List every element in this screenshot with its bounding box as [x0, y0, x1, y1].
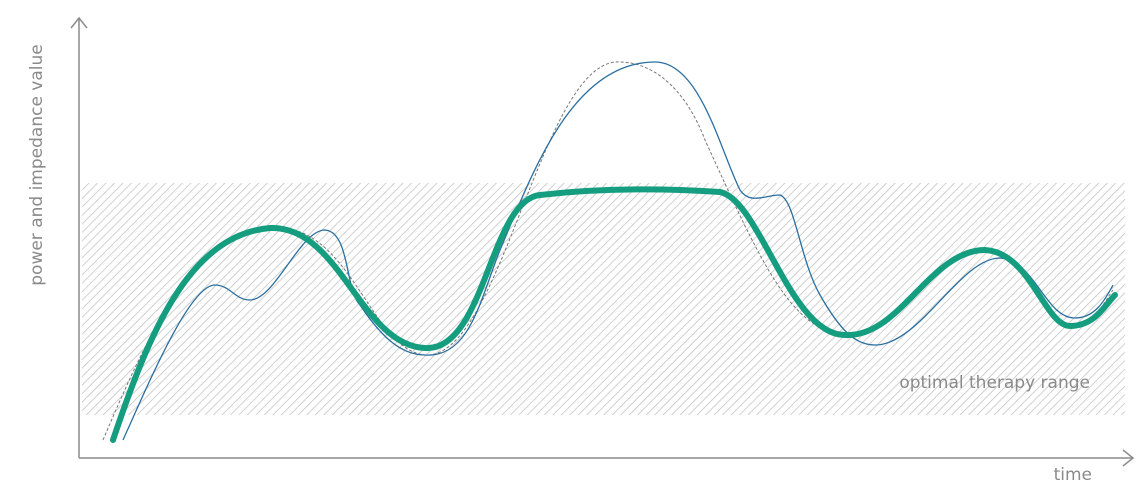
- y-axis-arrow: [70, 16, 88, 29]
- range-label: optimal therapy range: [899, 373, 1090, 393]
- y-axis-label: power and impedance value: [27, 44, 47, 286]
- measured-curve: [122, 61, 1114, 441]
- controlled-curve: [110, 186, 1118, 443]
- x-axis-label: time: [1054, 465, 1092, 485]
- axes: [70, 16, 1135, 467]
- x-axis-arrow: [1122, 449, 1135, 467]
